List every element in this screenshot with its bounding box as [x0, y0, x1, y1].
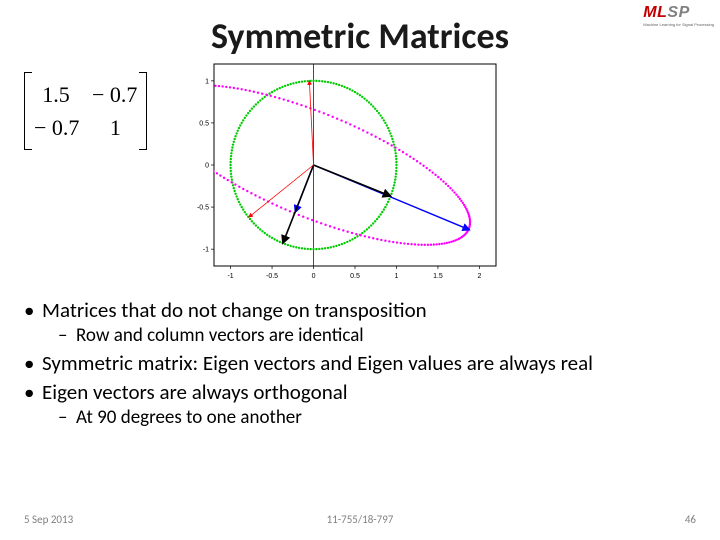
svg-text:1: 1	[205, 78, 209, 85]
bullet-item: Symmetric matrix: Eigen vectors and Eige…	[24, 351, 696, 377]
slide-title: Symmetric Matrices	[0, 14, 720, 58]
bullet-item: Matrices that do not change on transposi…	[24, 298, 696, 347]
svg-text:0.5: 0.5	[199, 120, 209, 127]
sub-bullet-item: At 90 degrees to one another	[58, 406, 696, 429]
svg-text:1: 1	[395, 273, 399, 280]
svg-text:0.5: 0.5	[350, 273, 360, 280]
svg-text:-1: -1	[227, 273, 233, 280]
svg-text:1.5: 1.5	[433, 273, 443, 280]
matrix-cell: 1.5	[34, 78, 78, 111]
matrix: 1.5− 0.7− 0.71	[24, 72, 147, 150]
svg-text:2: 2	[477, 273, 481, 280]
footer-page: 46	[685, 513, 696, 526]
svg-text:-1: -1	[203, 247, 209, 254]
bullet-list: Matrices that do not change on transposi…	[24, 298, 696, 433]
footer-date: 5 Sep 2013	[24, 513, 73, 526]
matrix-cell: 1	[93, 111, 137, 144]
svg-text:0: 0	[312, 273, 316, 280]
eigenvector-chart: -1 -0.5 0 0.5 1 1.5 2 -1 -0.5 0 0.5 1	[192, 56, 504, 284]
svg-text:-0.5: -0.5	[197, 205, 209, 212]
footer: 5 Sep 2013 11-755/18-797 46	[24, 513, 696, 526]
footer-course: 11-755/18-797	[327, 513, 394, 526]
sub-bullet-item: Row and column vectors are identical	[58, 324, 696, 347]
svg-text:0: 0	[205, 163, 209, 170]
svg-text:-0.5: -0.5	[266, 273, 278, 280]
matrix-cell: − 0.7	[34, 111, 79, 144]
bullet-item: Eigen vectors are always orthogonalAt 90…	[24, 380, 696, 429]
matrix-cell: − 0.7	[92, 78, 137, 111]
